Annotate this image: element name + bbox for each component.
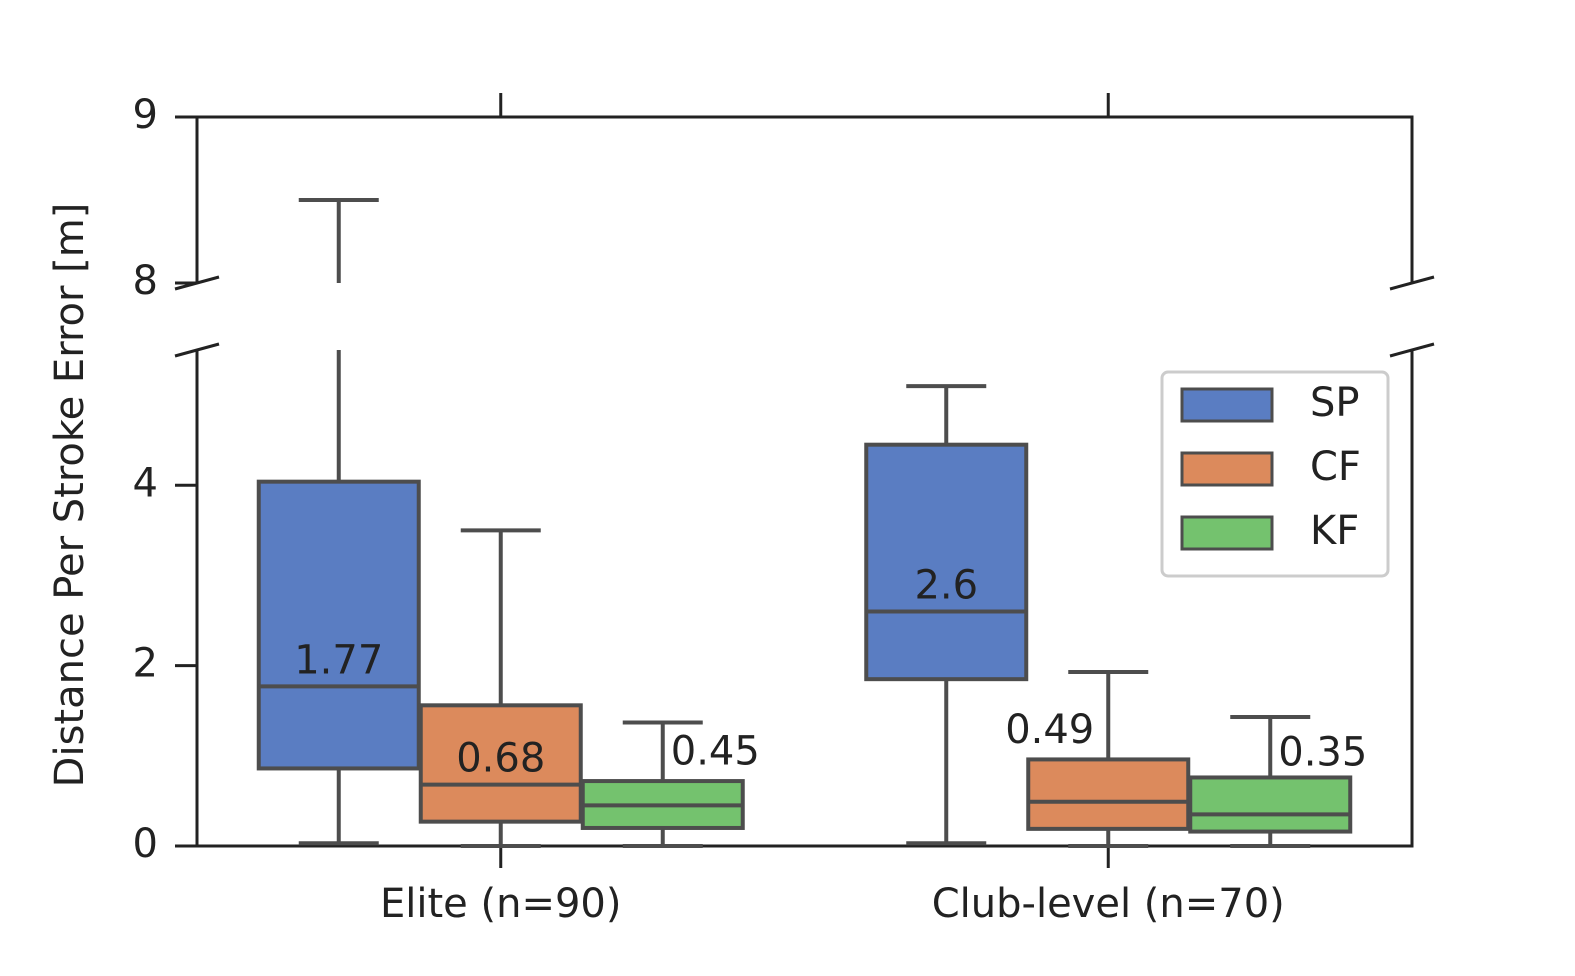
axis-spine	[195, 115, 1414, 283]
y-tick-label: 0	[133, 821, 158, 867]
box	[256, 479, 421, 771]
y-tick-label: 9	[133, 92, 158, 138]
box	[1026, 757, 1191, 831]
legend-label: SP	[1310, 380, 1360, 426]
axis-break	[1389, 275, 1435, 291]
y-tick-label: 8	[133, 258, 158, 304]
y-tick-label: 4	[133, 460, 158, 506]
median-label: 2.6	[914, 563, 978, 609]
axis-break	[1389, 342, 1435, 358]
legend-swatch	[1180, 451, 1274, 487]
box	[418, 703, 583, 824]
axis-break	[174, 342, 220, 358]
median-label: 1.77	[294, 637, 383, 683]
axis-spine	[195, 350, 1414, 848]
legend-label: CF	[1310, 444, 1361, 490]
median-label: 0.45	[671, 728, 760, 774]
median-label: 0.68	[456, 736, 545, 782]
legend-swatch	[1180, 387, 1274, 423]
box	[864, 442, 1029, 682]
median-label: 0.49	[1005, 707, 1094, 753]
legend-label: KF	[1310, 508, 1359, 554]
x-tick-label: Elite (n=90)	[380, 881, 621, 927]
y-tick-label: 2	[133, 641, 158, 687]
box	[1188, 775, 1353, 834]
y-axis-label: Distance Per Stroke Error [m]	[47, 203, 93, 788]
median-label: 0.35	[1278, 729, 1367, 775]
legend-swatch	[1180, 515, 1274, 551]
x-tick-label: Club-level (n=70)	[932, 881, 1285, 927]
